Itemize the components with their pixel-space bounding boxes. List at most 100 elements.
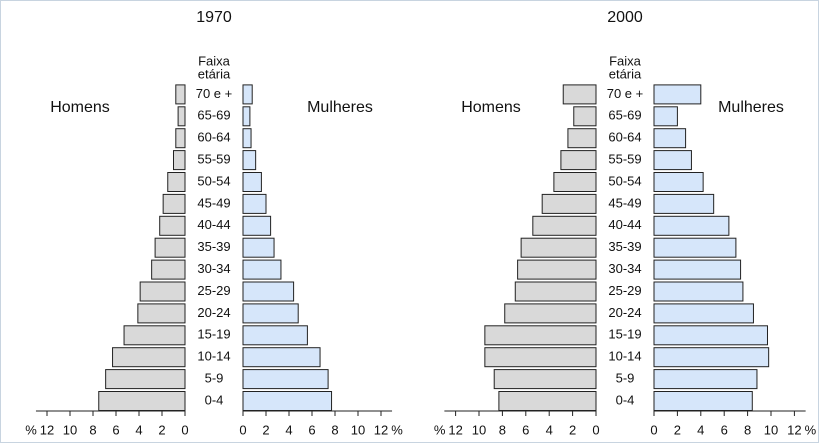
legend-label: Homens	[50, 99, 110, 116]
age-label: 65-69	[608, 108, 641, 123]
age-label: 20-24	[608, 305, 641, 320]
chart-title: 2000	[607, 9, 643, 26]
chart-title: 1970	[196, 9, 232, 26]
age-label: 45-49	[197, 195, 230, 210]
x-tick-label: 12	[40, 422, 54, 437]
x-tick-label: 2	[158, 422, 165, 437]
age-label: 65-69	[197, 108, 230, 123]
x-tick-label: 4	[546, 422, 553, 437]
bar	[653, 369, 758, 390]
x-tick-label: 0	[650, 422, 657, 437]
unit-label: %	[805, 422, 817, 437]
bar	[242, 237, 275, 258]
age-label: 50-54	[608, 173, 641, 188]
x-tick-label: 12	[787, 422, 801, 437]
bar	[653, 128, 687, 149]
bar	[517, 259, 597, 280]
age-label: 10-14	[197, 349, 230, 364]
bar	[573, 106, 597, 127]
bar	[175, 84, 186, 105]
bar	[653, 215, 730, 236]
bar	[520, 237, 597, 258]
age-label: 55-59	[608, 152, 641, 167]
x-tick-label: 6	[112, 422, 119, 437]
age-label: 25-29	[197, 283, 230, 298]
x-tick-label: 4	[285, 422, 292, 437]
bar	[653, 303, 754, 324]
age-label: 5-9	[205, 371, 224, 386]
bar	[653, 347, 770, 368]
bar	[177, 106, 186, 127]
bar	[173, 150, 186, 171]
bar	[159, 215, 186, 236]
bar	[105, 369, 186, 390]
age-label: 30-34	[608, 261, 641, 276]
age-label: 5-9	[616, 371, 635, 386]
age-label: 10-14	[608, 349, 641, 364]
bar	[242, 369, 329, 390]
bar	[541, 193, 597, 214]
x-tick-label: 0	[239, 422, 246, 437]
bar	[532, 215, 597, 236]
age-label: 70 e +	[607, 86, 644, 101]
bar	[175, 128, 186, 149]
x-tick-label: 4	[697, 422, 704, 437]
age-label: 15-19	[608, 327, 641, 342]
bar	[567, 128, 597, 149]
bar	[242, 259, 282, 280]
bar	[242, 172, 262, 192]
bar	[242, 325, 308, 346]
age-label: 60-64	[197, 130, 230, 145]
bar	[242, 281, 295, 302]
bar	[137, 303, 186, 324]
age-axis-label: Faixa	[198, 53, 231, 68]
x-tick-label: 10	[351, 422, 365, 437]
age-label: 70 e +	[196, 86, 233, 101]
legend-label: Homens	[461, 99, 521, 116]
x-tick-label: 8	[744, 422, 751, 437]
bar	[242, 391, 333, 411]
bar	[653, 325, 768, 346]
age-label: 40-44	[608, 217, 641, 232]
x-tick-label: 8	[331, 422, 338, 437]
bar	[514, 281, 597, 302]
bar	[553, 172, 597, 192]
x-tick-label: 4	[135, 422, 142, 437]
bar	[242, 84, 253, 105]
x-tick-label: 6	[308, 422, 315, 437]
x-tick-label: 10	[764, 422, 778, 437]
age-label: 0-4	[616, 392, 635, 407]
x-tick-label: 10	[63, 422, 77, 437]
bar	[484, 347, 597, 368]
age-label: 55-59	[197, 152, 230, 167]
bar	[167, 172, 186, 192]
age-label: 25-29	[608, 283, 641, 298]
age-axis-label: etária	[198, 66, 231, 81]
bar	[504, 303, 597, 324]
age-label: 40-44	[197, 217, 230, 232]
unit-label: %	[434, 422, 446, 437]
unit-label: %	[25, 422, 37, 437]
bar	[123, 325, 186, 346]
bar	[653, 172, 704, 192]
age-label: 35-39	[197, 239, 230, 254]
age-label: 20-24	[197, 305, 230, 320]
bar	[653, 259, 742, 280]
bar	[653, 193, 715, 214]
age-label: 45-49	[608, 195, 641, 210]
bar	[242, 150, 257, 171]
age-axis-label: etária	[609, 66, 642, 81]
bar	[242, 106, 251, 127]
bar	[653, 106, 678, 127]
x-tick-label: 10	[472, 422, 486, 437]
x-tick-label: 6	[522, 422, 529, 437]
unit-label: %	[391, 422, 403, 437]
x-tick-label: 12	[374, 422, 388, 437]
age-axis-label: Faixa	[609, 53, 642, 68]
bar	[653, 150, 692, 171]
age-label: 0-4	[205, 392, 224, 407]
x-tick-label: 6	[721, 422, 728, 437]
bar	[242, 193, 267, 214]
bar	[242, 303, 299, 324]
